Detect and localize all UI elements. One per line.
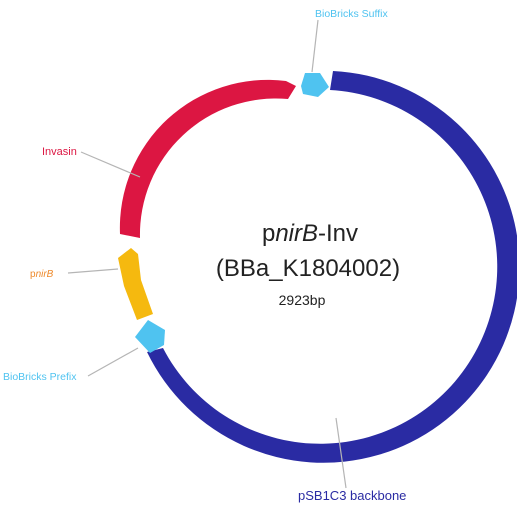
- plasmid-size: 2923bp: [279, 292, 326, 308]
- pnirb-label-italic: nirB: [36, 269, 54, 280]
- plasmid-name: pnirB-Inv: [262, 220, 358, 247]
- invasin-arc: [119, 79, 296, 239]
- pnirb-arrow: [118, 248, 153, 320]
- backbone-leader-line: [335, 417, 347, 489]
- plasmid-name-italic: nirB: [275, 220, 318, 247]
- prefix-arrow: [135, 320, 165, 353]
- prefix-label: BioBricks Prefix: [3, 371, 77, 383]
- pnirb-label: pnirB: [30, 269, 54, 280]
- prefix-leader-line: [87, 347, 139, 377]
- suffix-label: BioBricks Suffix: [315, 8, 388, 20]
- pnirb-label-prefix: p: [30, 269, 36, 280]
- suffix-arrow: [301, 73, 329, 97]
- plasmid-name-suffix: -Inv: [318, 220, 358, 247]
- plasmid-name-prefix: p: [262, 220, 275, 247]
- suffix-leader-line: [311, 19, 319, 73]
- pnirb-leader-line: [67, 268, 119, 274]
- invasin-label: Invasin: [42, 146, 77, 158]
- plasmid-part-id: (BBa_K1804002): [216, 255, 400, 282]
- backbone-label: pSB1C3 backbone: [298, 488, 406, 503]
- invasin-leader-line: [80, 151, 141, 178]
